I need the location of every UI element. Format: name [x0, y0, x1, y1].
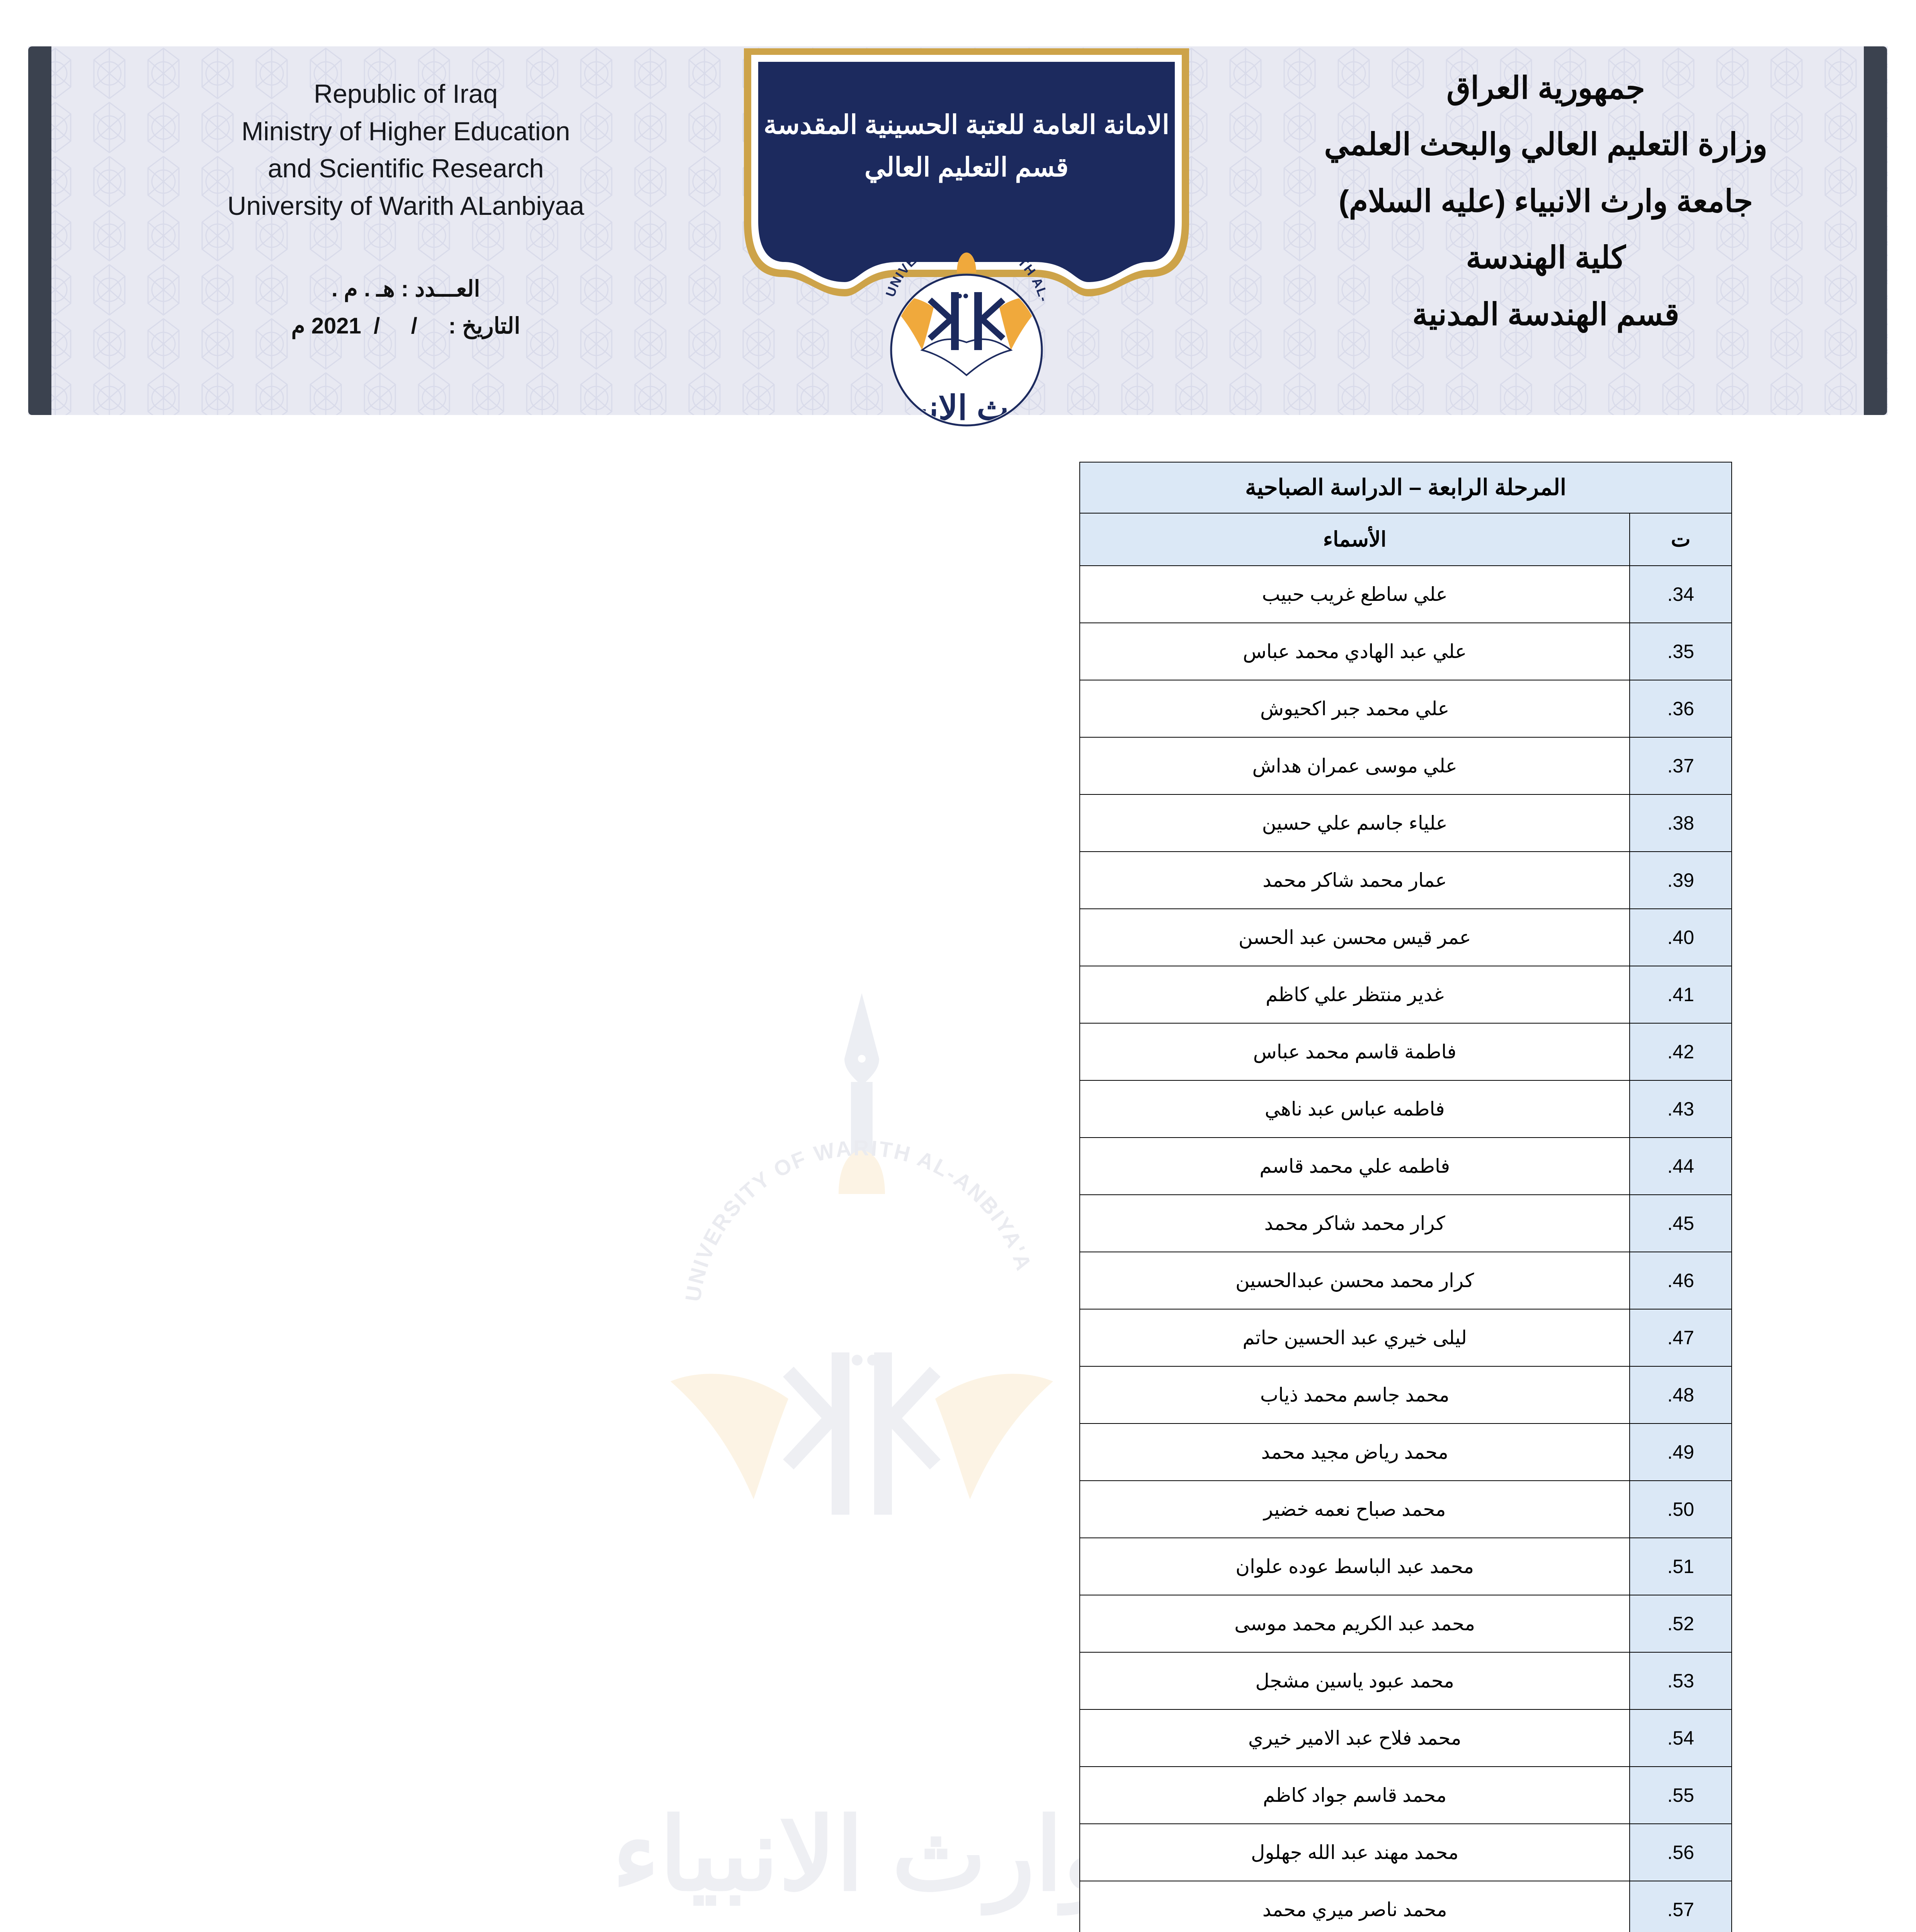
svg-text:وارث الانبياء: وارث الانبياء [612, 1799, 1111, 1916]
svg-text:قسم التعليم العالي: قسم التعليم العالي [864, 153, 1069, 184]
svg-text:جامعة 2017: جامعة 2017 [922, 430, 1011, 431]
svg-text:الامانة العامة للعتبة الحسينية: الامانة العامة للعتبة الحسينية المقدسة [764, 110, 1169, 139]
